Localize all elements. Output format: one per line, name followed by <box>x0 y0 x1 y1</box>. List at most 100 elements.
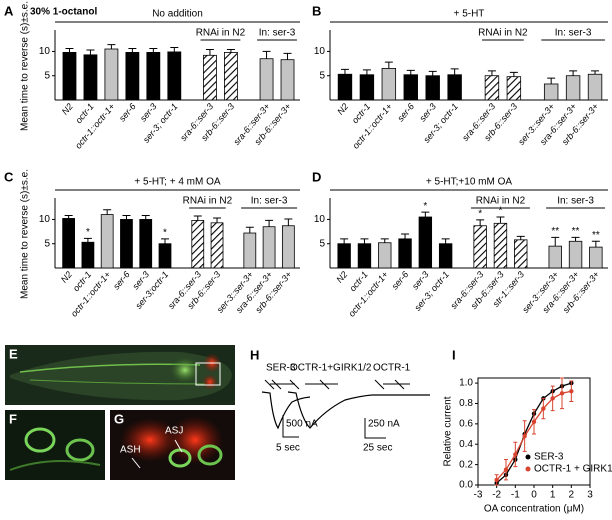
bar <box>548 245 562 269</box>
bar <box>158 243 172 269</box>
x-tick-label: -3 <box>474 490 483 501</box>
y-tick-label: 5 <box>319 70 325 81</box>
bar <box>243 232 257 269</box>
legend-label: OCTR-1 + GIRK1/2 <box>534 464 612 475</box>
scale-label: 500 nA <box>286 419 318 430</box>
legend-marker <box>525 466 531 472</box>
error-bar <box>245 226 254 234</box>
error-bar <box>591 240 600 248</box>
panel-letter: E <box>9 346 18 361</box>
y-tick-label: 5 <box>319 238 325 249</box>
bar <box>62 218 76 269</box>
y-tick-label: 10 <box>39 46 51 57</box>
y-axis-label: Mean time to reverse (s)±s.e. <box>20 1 31 131</box>
error-bar <box>149 48 158 53</box>
panel-letter: I <box>452 347 456 362</box>
y-tick-label: 1.0 <box>459 378 473 389</box>
bar <box>398 238 412 269</box>
header: + 5-HT; + 4 mM OA <box>134 177 220 188</box>
bar <box>403 74 418 101</box>
legend-marker <box>525 454 531 460</box>
x-tick-label: N2 <box>60 101 75 116</box>
panel-letter: H <box>250 347 259 362</box>
x-tick-label: ser-6 <box>111 269 132 291</box>
error-bar <box>128 48 137 53</box>
error-bar <box>547 77 556 84</box>
scale-label: 5 sec <box>276 443 300 454</box>
error-bar <box>487 70 496 76</box>
error-bar <box>86 49 95 55</box>
bar <box>83 54 98 101</box>
x-tick-label: 3 <box>587 490 593 501</box>
bar <box>514 239 528 269</box>
significance: * <box>498 206 502 217</box>
group-label: In: ser-3 <box>259 28 296 39</box>
x-tick-label: N2 <box>59 269 74 284</box>
bar <box>568 240 583 269</box>
error-bar <box>65 48 74 53</box>
bar <box>81 241 95 269</box>
error-bar <box>107 44 116 49</box>
bar <box>224 52 238 101</box>
error-bar <box>213 217 222 223</box>
bar <box>543 83 559 101</box>
bar <box>281 225 295 269</box>
point <box>522 433 527 439</box>
error-bar <box>64 215 73 219</box>
x-tick-label: ser-6 <box>390 269 411 291</box>
x-tick-label: N2 <box>334 269 349 284</box>
error-bar <box>193 215 202 221</box>
x-tick-label: ser-6 <box>395 101 416 123</box>
error-bar <box>362 69 371 75</box>
significance: ** <box>572 226 580 237</box>
bar <box>438 243 453 269</box>
point <box>569 389 574 394</box>
bar <box>120 219 133 269</box>
y-tick-label: 10 <box>39 214 51 225</box>
bar <box>447 74 462 101</box>
x-tick-label: 0 <box>531 490 537 501</box>
group-label: RNAi in N2 <box>476 196 526 207</box>
y-tick-label: 0.0 <box>459 480 473 491</box>
panel-letter: D <box>312 169 321 184</box>
error-bar <box>226 48 235 53</box>
error-bar <box>103 209 112 215</box>
significance: * <box>86 227 90 238</box>
x-tick-label: N2 <box>335 101 350 116</box>
x-tick-label: ser-6 <box>117 101 138 123</box>
error-bar <box>205 48 214 56</box>
bar <box>484 75 500 101</box>
error-bar <box>380 238 389 243</box>
y-tick-label: 0.8 <box>459 398 473 409</box>
header: + 5-HT <box>454 9 485 20</box>
significance: * <box>163 227 167 238</box>
bar <box>210 222 224 269</box>
bar <box>262 226 276 269</box>
bar <box>418 216 433 269</box>
error-bar <box>83 237 92 243</box>
point <box>503 467 509 472</box>
bar <box>337 73 353 101</box>
bar <box>100 214 114 269</box>
bar <box>473 225 487 269</box>
bar <box>587 73 603 101</box>
bar <box>104 48 119 101</box>
bar <box>493 222 508 269</box>
bar <box>280 59 295 101</box>
cell-label: ASJ <box>165 426 183 437</box>
panel-letter: G <box>114 411 124 426</box>
panel-letter: C <box>4 169 14 184</box>
panel-letter: A <box>4 3 14 18</box>
significance: ** <box>592 230 600 241</box>
error-bar <box>122 215 131 220</box>
point <box>531 419 537 425</box>
error-bar <box>441 238 450 244</box>
panel-letter: F <box>9 411 17 426</box>
bar <box>425 75 440 101</box>
y-tick-label: 5 <box>44 70 50 81</box>
error-bar <box>170 47 179 52</box>
micrograph-g: G ASH ASJ <box>110 410 235 480</box>
significance: ** <box>551 226 559 237</box>
error-bar <box>262 50 271 59</box>
